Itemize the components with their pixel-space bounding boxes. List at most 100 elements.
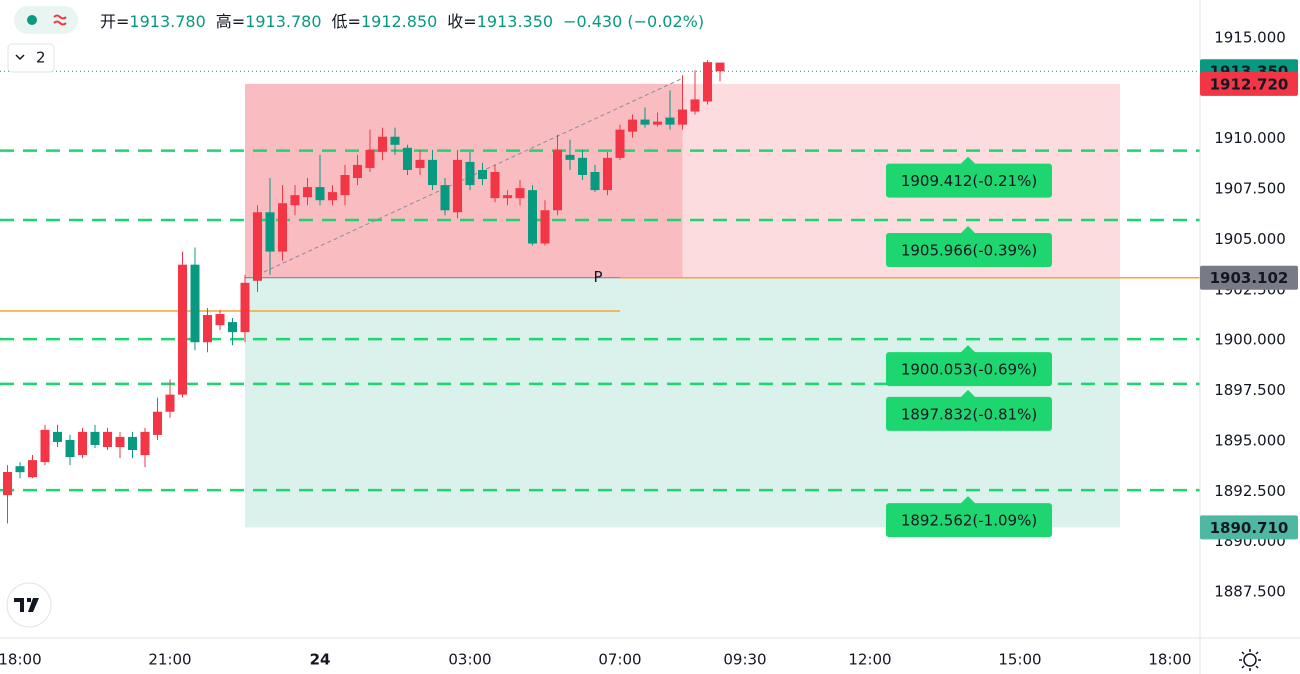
candle-body	[603, 157, 612, 191]
y-tick-label: 1910.000	[1214, 129, 1286, 147]
level-label-notch	[960, 156, 976, 165]
header-value: −0.430 (−0.02%)	[563, 12, 704, 31]
level-label: 1897.832(-0.81%)	[901, 405, 1037, 423]
candle-body	[490, 171, 500, 199]
candle-body	[390, 136, 400, 145]
candle-body	[415, 159, 425, 168]
candle-body	[665, 117, 675, 125]
candle-body	[465, 161, 475, 186]
price-tag-label: 1903.102	[1210, 269, 1289, 287]
candle-body	[590, 171, 600, 191]
x-tick-label: 18:00	[0, 651, 42, 669]
price-tag-label: 1890.710	[1210, 519, 1289, 537]
level-label: 1909.412(-0.21%)	[901, 172, 1037, 190]
y-tick-label: 1892.500	[1214, 482, 1286, 500]
chevron-icon	[15, 54, 25, 61]
x-tick-label: 15:00	[998, 651, 1041, 669]
candle-body	[378, 136, 387, 152]
candle-body	[528, 190, 537, 244]
x-tick-label: 07:00	[598, 651, 641, 669]
candle-body	[403, 147, 412, 170]
candle-body	[140, 431, 150, 456]
y-tick-label: 1900.000	[1214, 331, 1286, 349]
level-label-notch	[960, 226, 976, 235]
target-zone-active	[245, 83, 683, 278]
status-wave	[53, 14, 67, 26]
level-label-box	[886, 396, 1052, 431]
candle-body	[640, 119, 650, 125]
candle-body	[78, 431, 87, 456]
price-tag	[1200, 71, 1298, 96]
candle-body	[15, 466, 25, 473]
position-marker: P	[593, 268, 602, 286]
level-label: 1892.562(-1.09%)	[901, 512, 1037, 530]
candle-body	[103, 431, 112, 447]
indicator-count: 2	[36, 49, 46, 67]
candle-body	[178, 264, 187, 395]
candle-body	[90, 431, 100, 445]
logo-mark	[14, 598, 39, 612]
candle-body	[253, 212, 262, 281]
candle-body	[165, 394, 175, 412]
x-tick-label: 09:30	[723, 651, 766, 669]
candle-body	[690, 99, 700, 112]
status-badge[interactable]	[14, 6, 78, 34]
price-tag	[1200, 265, 1298, 290]
indicator-toggle[interactable]	[7, 43, 55, 73]
level-label-box	[886, 352, 1052, 387]
y-tick-label: 1907.500	[1214, 180, 1286, 198]
candle-body	[65, 439, 75, 458]
candle-body	[265, 212, 275, 252]
candle-body	[615, 129, 625, 158]
candle-body	[715, 62, 725, 72]
candle-body	[215, 314, 225, 326]
candle-body	[478, 169, 487, 180]
candle-body	[628, 119, 637, 132]
candle-body	[328, 192, 337, 201]
logo[interactable]	[6, 582, 52, 628]
header-value: 1913.350	[477, 12, 553, 31]
level-label-notch	[960, 496, 976, 505]
header-key: 开=	[100, 12, 129, 31]
price-tag-label: 1912.720	[1210, 75, 1289, 93]
candle-body	[3, 471, 12, 496]
status-dot	[27, 15, 37, 25]
candle-body	[315, 187, 325, 201]
candle-body	[353, 164, 362, 179]
level-label-box	[886, 163, 1052, 198]
header-key: 高=	[216, 12, 245, 31]
x-tick-label: 18:00	[1148, 651, 1191, 669]
candle-body	[565, 154, 575, 160]
candle-body	[240, 282, 250, 333]
candle-body	[228, 322, 237, 333]
candle-body	[190, 264, 200, 343]
candle-body	[128, 436, 137, 451]
candle-body	[365, 149, 375, 168]
candle-body	[28, 460, 37, 478]
candle-body	[540, 210, 550, 244]
level-label: 1900.053(-0.69%)	[901, 361, 1037, 379]
x-tick-label: 12:00	[848, 651, 891, 669]
candle-body	[653, 121, 662, 125]
candle-body	[340, 175, 350, 196]
x-tick-label: 24	[310, 651, 331, 669]
candle-body	[290, 195, 300, 206]
header-value: 1913.780	[129, 12, 205, 31]
y-tick-label: 1905.000	[1214, 230, 1286, 248]
candle-body	[453, 159, 462, 213]
y-tick-label: 1915.000	[1214, 28, 1286, 46]
price-tag	[1200, 515, 1298, 540]
level-label-box	[886, 233, 1052, 268]
x-tick-label: 03:00	[448, 651, 491, 669]
header-key: 收=	[447, 12, 476, 31]
candle-body	[578, 157, 587, 176]
candles	[3, 60, 725, 524]
axes: 1887.5001890.0001892.5001895.0001897.500…	[0, 28, 1286, 668]
candle-body	[428, 159, 437, 186]
settings-icon[interactable]	[1239, 649, 1261, 671]
candle-body	[153, 411, 162, 435]
candle-body	[515, 188, 525, 199]
y-tick-label: 1887.500	[1214, 583, 1286, 601]
